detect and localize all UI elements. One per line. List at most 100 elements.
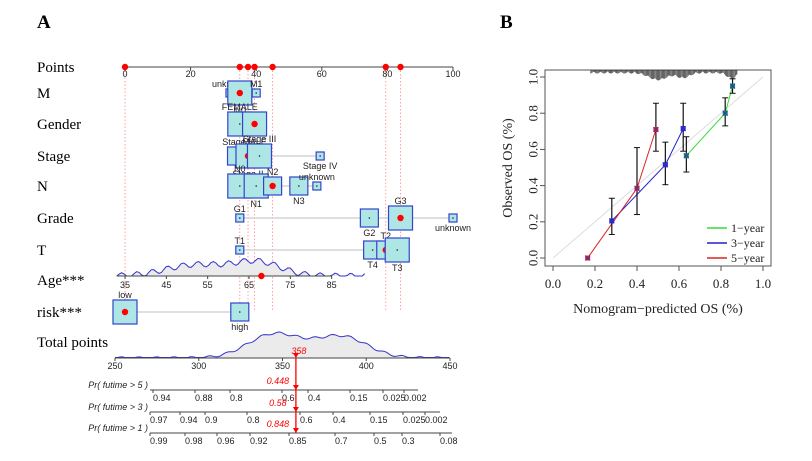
- row-label-gender: Gender: [37, 117, 81, 133]
- age-axis-tick-label: 65: [244, 280, 254, 290]
- prob-axis-tick-label: 0.002: [425, 415, 448, 425]
- prob-axis-tick-label: 0.6: [282, 393, 295, 403]
- prob-axis-tick-label: 0.9: [205, 415, 218, 425]
- m-level-label: M1: [250, 79, 263, 89]
- prob-axis-tick-label: 0.4: [333, 415, 346, 425]
- panel-b-label: B: [500, 12, 513, 33]
- points-axis-tick-label: 40: [251, 69, 261, 79]
- points-axis-tick-label: 100: [445, 69, 460, 79]
- prob-axis-tick-label: 0.6: [300, 415, 313, 425]
- n-level-dot: [255, 185, 257, 187]
- selected-point-marker: [397, 63, 404, 71]
- m-selected-dot: [236, 89, 243, 97]
- data-point-cross: [722, 110, 728, 116]
- points-axis-tick-label: 60: [317, 69, 327, 79]
- total-axis-tick-label: 300: [191, 361, 206, 371]
- prob-axis-tick-label: 0.4: [308, 393, 321, 403]
- data-point-cross: [609, 218, 615, 224]
- data-point-cross: [729, 83, 736, 89]
- total-density-fill: [115, 332, 450, 358]
- n-level-dot: [316, 185, 318, 187]
- prob-axis-tick-label: 0.99: [150, 436, 168, 446]
- grade-level-dot: [452, 217, 454, 219]
- prob-axis-tick-label: 0.08: [440, 436, 458, 446]
- risk-level-dot: [239, 311, 241, 313]
- grade-level-label: unknown: [435, 223, 471, 233]
- x-axis-tick-label: 0.4: [629, 276, 646, 291]
- legend-label: 3−year: [731, 236, 764, 250]
- prob-axis-tick-label: 0.96: [217, 436, 235, 446]
- prob-axis-tick-label: 0.15: [370, 415, 388, 425]
- points-axis-tick-label: 0: [122, 69, 127, 79]
- age-axis-tick-label: 85: [327, 280, 337, 290]
- stage-level-dot: [319, 155, 321, 157]
- selected-point-marker: [269, 63, 276, 71]
- data-point-cross: [680, 125, 686, 132]
- t-level-dot: [239, 249, 241, 251]
- age-density-fill: [116, 258, 365, 276]
- grade-level-dot: [368, 217, 371, 219]
- prediction-arrowhead: [292, 353, 299, 358]
- calibration-plot: 0.0 0.2 0.4 0.6 0.8 1.0 0.0 0.2 0.4 0.6 0.8 1.0 Nomo…: [501, 69, 772, 317]
- data-point-cross: [683, 152, 690, 159]
- grade-selected-dot: [397, 214, 404, 222]
- prob-axis-tick-label: 0.8: [230, 393, 243, 403]
- x-axis-tick-label: 0.8: [713, 276, 729, 291]
- y-axis-tick-label: 0.4: [526, 177, 541, 194]
- n-level-label: N0: [234, 164, 246, 174]
- m-level-label: M0: [234, 106, 247, 116]
- x-axis-tick-label: 0.6: [671, 276, 688, 291]
- y-axis-tick-label: 0.2: [526, 214, 541, 230]
- stage-level-label: Stage III: [243, 134, 277, 144]
- prob-axis-tick-label: 0.94: [153, 393, 171, 403]
- prediction-arrowhead: [292, 385, 299, 390]
- y-axis-tick-label: 1.0: [526, 69, 541, 85]
- total-axis-tick-label: 450: [442, 361, 457, 371]
- y-axis-tick-label: 0.0: [526, 250, 541, 266]
- data-point-cross: [653, 126, 659, 133]
- gender-selected-dot: [251, 120, 258, 128]
- series-line-5−year: [587, 129, 657, 259]
- prob-axis-label: Pr( futime > 3 ): [88, 402, 148, 412]
- x-axis-tick-label: 0.0: [545, 276, 561, 291]
- row-label-stage: Stage: [37, 149, 71, 165]
- stage-level-dot: [258, 155, 261, 157]
- n-level-dot: [239, 185, 241, 187]
- gender-level-label: FEMALE: [222, 102, 258, 112]
- n-level-label: N1: [250, 199, 262, 209]
- prob-axis-tick-label: 0.88: [195, 393, 213, 403]
- t-level-label: T2: [381, 231, 392, 241]
- prob-value-label: 0.448: [267, 376, 290, 386]
- prob-axis-tick-label: 0.98: [185, 436, 203, 446]
- prob-axis-label: Pr( futime > 1 ): [88, 423, 148, 433]
- t-level-dot: [396, 249, 399, 251]
- total-axis-tick-label: 250: [107, 361, 122, 371]
- n-level-label: unknown: [299, 172, 335, 182]
- row-label-m: M: [37, 86, 50, 102]
- gender-level-dot: [239, 123, 241, 125]
- prob-axis-tick-label: 0.3: [402, 436, 415, 446]
- stage-level-label: Stage I: [222, 137, 251, 147]
- prob-axis-tick-label: 0.025: [403, 415, 426, 425]
- nomogram: Points M Gender Stage N Grade T Age*** risk*** To…: [37, 60, 471, 446]
- legend-label: 5−year: [731, 251, 764, 265]
- n-level-label: N3: [293, 196, 305, 206]
- grade-level-label: G1: [234, 204, 246, 214]
- prob-axis-tick-label: 0.92: [250, 436, 268, 446]
- t-level-label: T3: [392, 263, 403, 273]
- row-label-t: T: [37, 243, 46, 259]
- y-axis-title: Observed OS (%): [501, 118, 516, 218]
- legend-label: 1−year: [731, 221, 764, 235]
- x-axis-tick-label: 1.0: [755, 276, 771, 291]
- x-axis-title: Nomogram−predicted OS (%): [573, 302, 743, 317]
- selected-point-marker: [382, 63, 389, 71]
- risk-selected-dot: [121, 308, 129, 316]
- selected-point-marker: [251, 63, 258, 71]
- total-density-line: [115, 331, 450, 358]
- t-level-label: T1: [235, 236, 246, 246]
- prob-axis-tick-label: 0.002: [404, 393, 427, 403]
- total-axis-tick-label: 400: [359, 361, 374, 371]
- prob-axis-tick-label: 0.5: [374, 436, 387, 446]
- points-axis-tick-label: 80: [382, 69, 392, 79]
